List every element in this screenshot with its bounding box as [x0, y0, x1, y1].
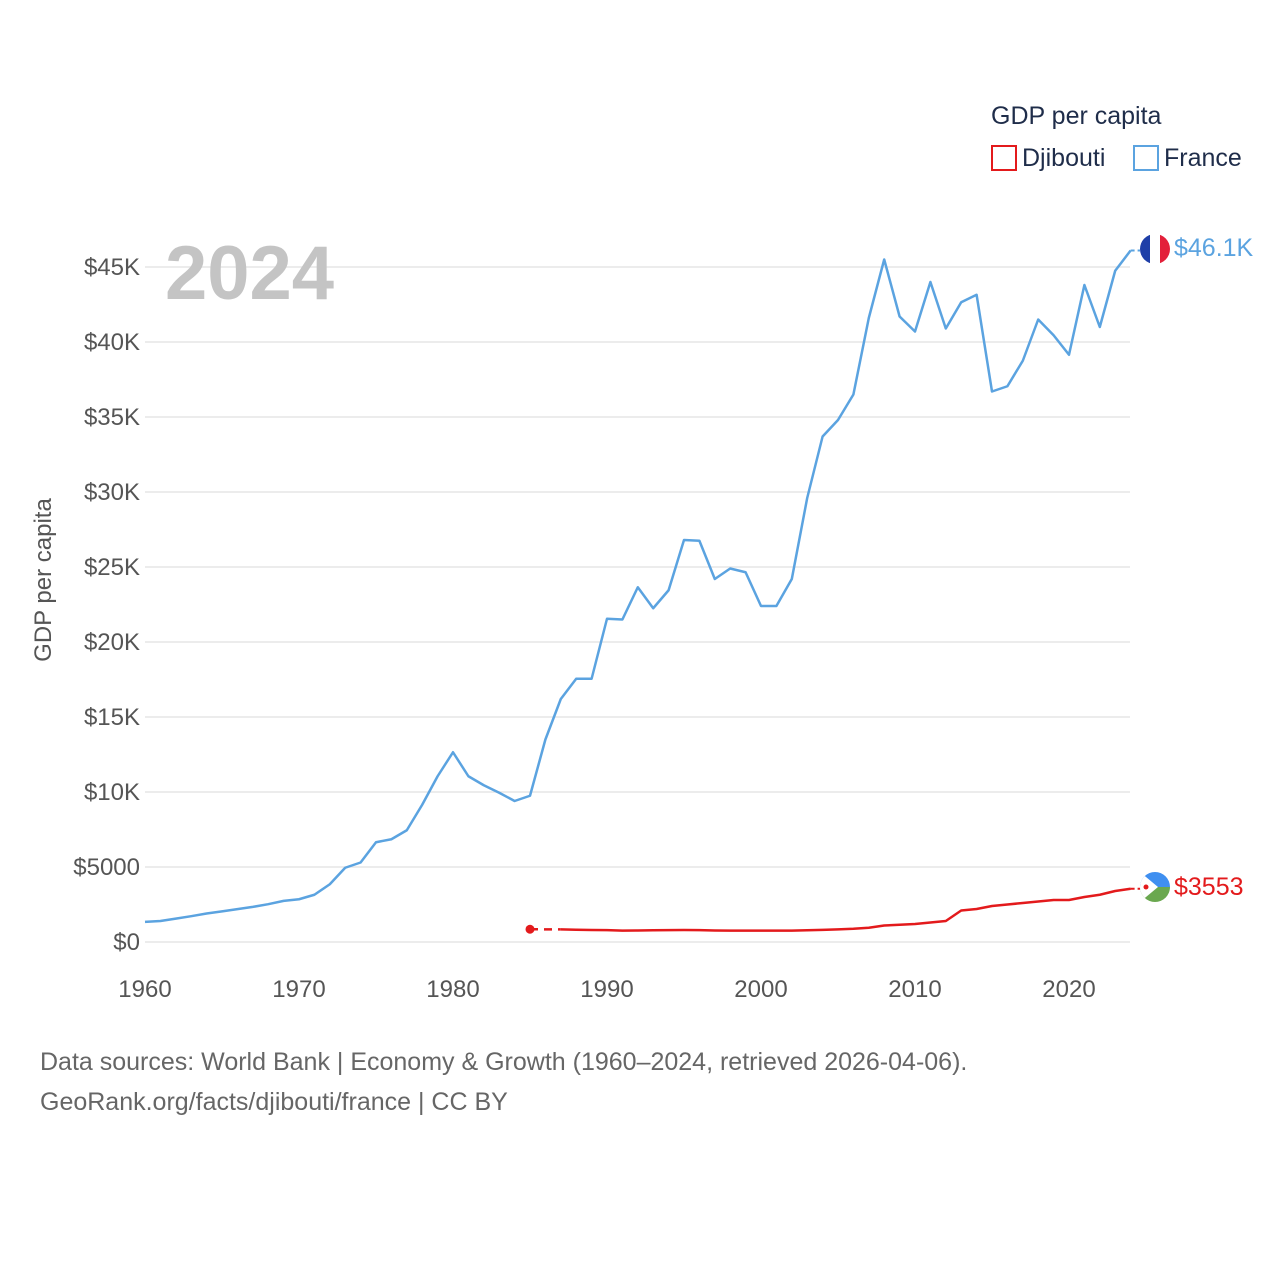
y-tick-label: $10K	[84, 779, 140, 806]
y-axis-ticks: $0 $5000 $10K $15K $20K $25K $30K $35K $40K $45K	[73, 254, 140, 956]
france-flag-icon	[1140, 234, 1170, 264]
grid-lines	[145, 266, 1130, 943]
legend-swatch-france	[1133, 145, 1159, 171]
x-tick-label: 2000	[734, 976, 787, 1003]
current-year-label: 2024	[165, 231, 334, 316]
djibouti-flag-icon	[1140, 872, 1170, 902]
series-line-djibouti	[560, 887, 1131, 932]
end-label-france: $46.1K	[1174, 234, 1254, 262]
x-tick-label: 2020	[1042, 976, 1095, 1003]
y-tick-label: $20K	[84, 629, 140, 656]
legend-item-france[interactable]: France	[1133, 144, 1242, 172]
y-tick-label: $25K	[84, 554, 140, 581]
x-tick-label: 1990	[580, 976, 633, 1003]
y-tick-label: $0	[113, 929, 140, 956]
source-line-1: Data sources: World Bank | Economy & Gro…	[40, 1048, 968, 1076]
legend-label-djibouti: Djibouti	[1022, 144, 1105, 172]
x-tick-label: 2010	[888, 976, 941, 1003]
series-line-france	[144, 249, 1132, 924]
series-lines	[144, 249, 1140, 934]
legend-title: GDP per capita	[991, 102, 1162, 130]
y-axis-label: GDP per capita	[30, 498, 57, 662]
y-tick-label: $35K	[84, 404, 140, 431]
x-tick-label: 1960	[118, 976, 171, 1003]
legend-item-djibouti[interactable]: Djibouti	[991, 144, 1105, 172]
legend-label-france: France	[1164, 144, 1242, 172]
y-tick-label: $15K	[84, 704, 140, 731]
y-tick-label: $40K	[84, 329, 140, 356]
end-label-djibouti: $3553	[1174, 873, 1244, 901]
source-line-2[interactable]: GeoRank.org/facts/djibouti/france | CC B…	[40, 1088, 508, 1116]
y-tick-label: $5000	[73, 854, 140, 881]
y-tick-label: $45K	[84, 254, 140, 281]
x-tick-label: 1970	[272, 976, 325, 1003]
legend-swatch-djibouti	[991, 145, 1017, 171]
legend: GDP per capita Djibouti France	[991, 102, 1242, 172]
x-tick-label: 1980	[426, 976, 479, 1003]
x-axis-ticks: 1960 1970 1980 1990 2000 2010 2020	[118, 976, 1095, 1003]
series-start-point-djibouti	[525, 924, 535, 934]
y-tick-label: $30K	[84, 479, 140, 506]
source-note: Data sources: World Bank | Economy & Gro…	[40, 1042, 967, 1122]
